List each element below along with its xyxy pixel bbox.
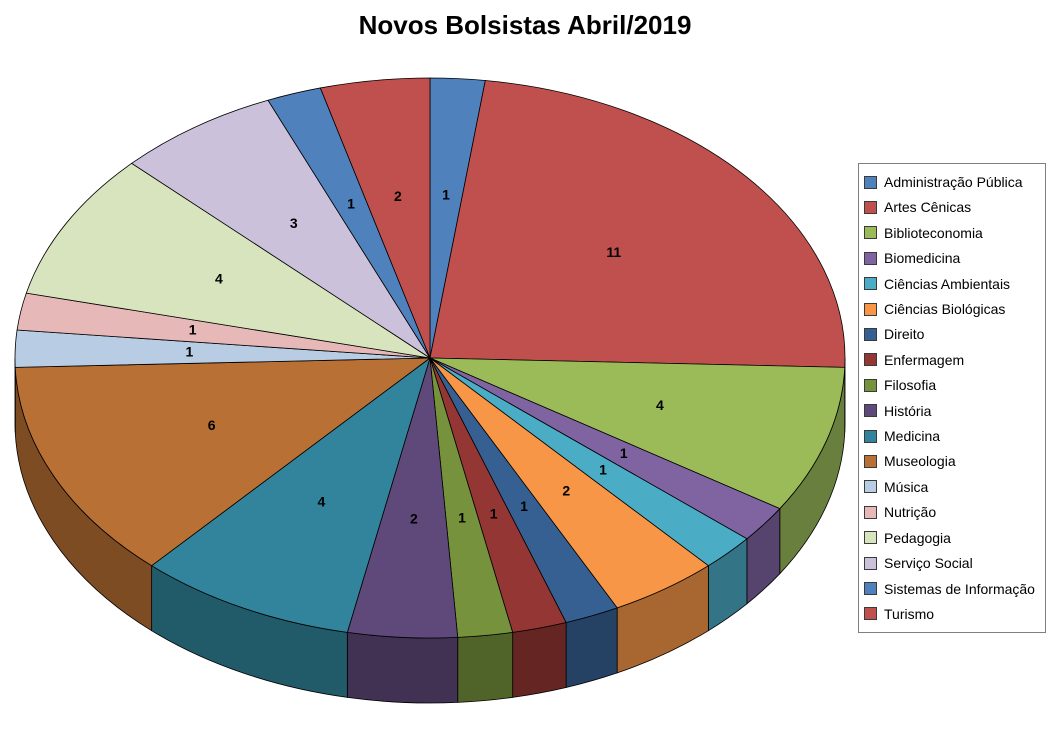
slice-value-label: 11 bbox=[606, 244, 621, 260]
legend-label: Ciências Biológicas bbox=[884, 301, 1006, 318]
legend-item[interactable]: Pedagogia bbox=[864, 526, 1040, 550]
slice-value-label: 6 bbox=[208, 417, 216, 433]
legend-swatch bbox=[864, 480, 877, 494]
legend-item[interactable]: Ciências Biológicas bbox=[864, 297, 1040, 321]
legend-label: História bbox=[884, 402, 932, 419]
slice-value-label: 2 bbox=[394, 188, 402, 204]
legend-item[interactable]: Biblioteconomia bbox=[864, 221, 1040, 245]
pie-slice[interactable] bbox=[130, 99, 431, 359]
slice-value-label: 4 bbox=[318, 494, 326, 510]
legend-item[interactable]: Música bbox=[864, 475, 1040, 499]
legend-swatch bbox=[864, 404, 877, 418]
legend-item[interactable]: História bbox=[864, 399, 1040, 423]
legend: Administração Pública Artes Cênicas Biblio… bbox=[858, 163, 1046, 633]
legend-swatch bbox=[864, 505, 877, 519]
legend-swatch bbox=[864, 378, 877, 392]
legend-label: Direito bbox=[884, 326, 925, 343]
pie-slice[interactable] bbox=[25, 162, 431, 359]
slice-value-label: 1 bbox=[620, 445, 628, 461]
slice-value-label: 2 bbox=[562, 483, 570, 499]
legend-label: Enfermagem bbox=[884, 351, 965, 368]
legend-label: Administração Pública bbox=[884, 174, 1023, 190]
legend-label: Serviço Social bbox=[884, 555, 973, 572]
legend-item[interactable]: Ciências Ambientais bbox=[864, 272, 1040, 296]
legend-item[interactable]: Serviço Social bbox=[864, 551, 1040, 575]
legend-label: Medicina bbox=[884, 428, 941, 445]
slice-value-label: 1 bbox=[442, 187, 450, 203]
legend-label: Nutrição bbox=[884, 504, 937, 521]
legend-swatch bbox=[864, 353, 877, 367]
slice-value-label: 2 bbox=[410, 511, 418, 527]
pie-slice[interactable] bbox=[429, 80, 846, 368]
pie-slice[interactable] bbox=[14, 357, 432, 567]
slice-value-label: 3 bbox=[290, 215, 298, 231]
slice-value-label: 4 bbox=[215, 271, 223, 287]
slice-value-label: 1 bbox=[520, 498, 528, 514]
legend-item[interactable]: Turismo bbox=[864, 602, 1040, 626]
chart-title: Novos Bolsistas Abril/2019 bbox=[358, 10, 692, 40]
slice-value-label: 4 bbox=[656, 397, 664, 413]
legend-item[interactable]: Museologia bbox=[864, 449, 1040, 473]
pie-slice-side bbox=[512, 622, 567, 698]
legend-item[interactable]: Sistemas de Informação bbox=[864, 577, 1040, 601]
legend-item[interactable]: Biomedicina bbox=[864, 246, 1040, 270]
legend-swatch bbox=[864, 226, 877, 240]
legend-label: Filosofia bbox=[884, 377, 937, 394]
legend-swatch bbox=[864, 200, 877, 214]
slice-value-label: 1 bbox=[189, 322, 197, 338]
slice-value-label: 1 bbox=[186, 343, 194, 359]
legend-label: Artes Cênicas bbox=[884, 199, 972, 216]
legend-label: Ciências Ambientais bbox=[884, 275, 1011, 292]
legend-item[interactable]: Administração Pública bbox=[864, 170, 1040, 194]
legend-swatch bbox=[864, 582, 877, 595]
legend-item[interactable]: Artes Cênicas bbox=[864, 195, 1040, 219]
pie-slice-side bbox=[346, 631, 459, 704]
slice-value-label: 1 bbox=[490, 505, 498, 521]
legend-swatch bbox=[864, 302, 877, 316]
legend-swatch bbox=[864, 251, 877, 265]
legend-swatch bbox=[864, 454, 877, 468]
legend-swatch bbox=[864, 277, 877, 291]
slice-value-label: 1 bbox=[458, 510, 466, 526]
pie-slice-side bbox=[457, 631, 514, 703]
legend-label: Música bbox=[884, 478, 929, 495]
legend-swatch bbox=[864, 556, 877, 570]
legend-item[interactable]: Nutrição bbox=[864, 500, 1040, 524]
slice-value-label: 1 bbox=[599, 462, 607, 478]
legend-swatch bbox=[864, 429, 877, 443]
legend-label: Sistemas de Informação bbox=[884, 580, 1035, 597]
legend-item[interactable]: Direito bbox=[864, 322, 1040, 346]
legend-label: Museologia bbox=[884, 453, 956, 470]
legend-swatch bbox=[864, 327, 877, 341]
legend-swatch bbox=[864, 607, 877, 621]
legend-item[interactable]: Enfermagem bbox=[864, 348, 1040, 372]
legend-swatch bbox=[864, 175, 877, 189]
pie-slice[interactable] bbox=[429, 357, 846, 510]
legend-item[interactable]: Medicina bbox=[864, 424, 1040, 448]
slice-value-label: 1 bbox=[347, 195, 355, 211]
legend-label: Biomedicina bbox=[884, 250, 961, 267]
legend-label: Biblioteconomia bbox=[884, 224, 983, 241]
legend-label: Turismo bbox=[884, 605, 935, 622]
pie-slice[interactable] bbox=[319, 77, 431, 359]
legend-swatch bbox=[864, 531, 877, 545]
legend-label: Pedagogia bbox=[884, 529, 951, 546]
legend-item[interactable]: Filosofia bbox=[864, 373, 1040, 397]
pie-slice[interactable] bbox=[150, 356, 431, 633]
